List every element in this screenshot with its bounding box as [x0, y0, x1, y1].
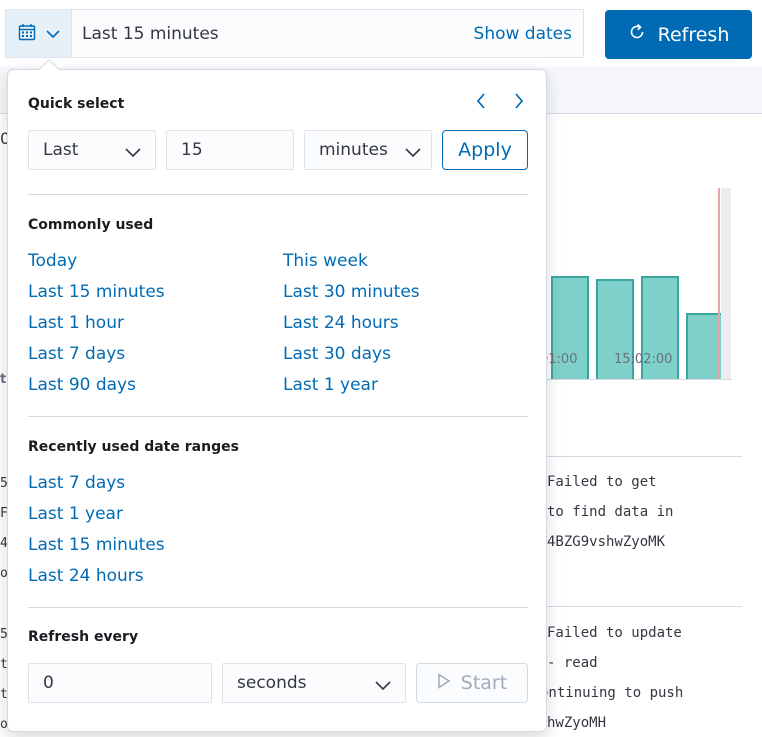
- calendar-icon: [18, 23, 36, 45]
- x-axis-line: [540, 379, 732, 380]
- refresh-every-title: Refresh every: [28, 629, 139, 645]
- start-button-label: Start: [460, 672, 508, 694]
- refresh-button[interactable]: Refresh: [605, 10, 752, 59]
- chevron-down-icon: [45, 24, 60, 43]
- current-time-shade: [721, 188, 731, 380]
- tense-select[interactable]: Last: [28, 130, 156, 170]
- common-range-link[interactable]: Last 30 days: [283, 344, 391, 364]
- background-label-fragment: t: [0, 372, 7, 387]
- common-range-link[interactable]: Last 7 days: [28, 344, 126, 364]
- common-range-link[interactable]: Today: [28, 251, 78, 271]
- log-text: Failed to get: [547, 474, 657, 490]
- common-range-link[interactable]: Last 24 hours: [283, 313, 399, 333]
- refresh-button-label: Refresh: [657, 23, 730, 46]
- previous-range-button[interactable]: [472, 92, 490, 114]
- chevron-down-icon: [399, 143, 421, 163]
- histogram-bar[interactable]: [686, 313, 724, 380]
- common-range-link[interactable]: Last 90 days: [28, 375, 136, 395]
- refresh-unit-select[interactable]: seconds: [222, 663, 406, 703]
- log-text: ontinuing to push: [540, 685, 684, 701]
- date-range-text[interactable]: Last 15 minutes: [82, 23, 219, 44]
- log-edge-text: o: [0, 717, 8, 732]
- recent-range-link[interactable]: Last 15 minutes: [28, 535, 165, 555]
- next-range-button[interactable]: [510, 92, 528, 114]
- histogram-chart: 01:00 15:02:00: [540, 180, 762, 380]
- chevron-down-icon: [375, 676, 391, 696]
- log-text: to find data in: [547, 504, 674, 520]
- play-icon: [437, 672, 451, 694]
- show-dates-link[interactable]: Show dates: [473, 23, 572, 44]
- unit-select[interactable]: minutes: [304, 130, 432, 170]
- common-range-link[interactable]: Last 1 hour: [28, 313, 124, 333]
- quick-select-title: Quick select: [28, 96, 125, 112]
- section-divider: [28, 607, 528, 608]
- x-tick-label: 15:02:00: [614, 352, 673, 367]
- refresh-interval-input[interactable]: 0: [28, 663, 212, 703]
- current-time-marker: [718, 188, 720, 380]
- recently-used-title: Recently used date ranges: [28, 439, 239, 455]
- log-edge-text: 4: [0, 536, 8, 551]
- date-picker: Last 15 minutes Show dates: [5, 9, 584, 58]
- document-divider: [540, 456, 742, 457]
- histogram-bar[interactable]: [641, 276, 679, 380]
- common-range-link[interactable]: Last 1 year: [283, 375, 378, 395]
- recent-range-link[interactable]: Last 1 year: [28, 504, 123, 524]
- x-tick-label: 01:00: [540, 352, 578, 367]
- refresh-unit-value: seconds: [237, 673, 307, 693]
- popover-arrow: [39, 59, 59, 79]
- chevron-left-icon: [476, 93, 486, 113]
- log-text: - read: [547, 655, 598, 671]
- chevron-down-icon: [125, 143, 141, 163]
- log-edge-text: t: [0, 687, 8, 702]
- common-range-link[interactable]: This week: [283, 251, 368, 271]
- chevron-right-icon: [514, 93, 524, 113]
- recent-range-link[interactable]: Last 7 days: [28, 473, 126, 493]
- log-text: hwZyoMH: [547, 715, 607, 731]
- background-hits-fragment: 0: [0, 129, 11, 148]
- document-divider: [540, 606, 742, 607]
- section-divider: [28, 416, 528, 417]
- range-step-controls: [472, 92, 528, 114]
- log-edge-text: o: [0, 566, 8, 581]
- quantity-input[interactable]: 15: [166, 130, 294, 170]
- common-range-link[interactable]: Last 15 minutes: [28, 282, 165, 302]
- start-refresh-button[interactable]: Start: [416, 663, 528, 703]
- recent-range-link[interactable]: Last 24 hours: [28, 566, 144, 586]
- log-edge-text: t: [0, 657, 8, 672]
- histogram-bar[interactable]: [596, 279, 634, 380]
- log-edge-text: 5: [0, 627, 8, 642]
- log-text: Failed to update: [547, 625, 682, 641]
- quick-select-popover: Quick select Last 15 minutes: [7, 59, 547, 732]
- unit-select-value: minutes: [319, 140, 388, 160]
- quick-select-toggle[interactable]: [6, 10, 72, 57]
- histogram-bar[interactable]: [551, 276, 589, 380]
- common-range-link[interactable]: Last 30 minutes: [283, 282, 420, 302]
- log-text: 4BZG9vshwZyoMK: [547, 534, 666, 550]
- section-divider: [28, 194, 528, 195]
- refresh-icon: [628, 23, 646, 46]
- apply-button[interactable]: Apply: [442, 130, 528, 170]
- tense-select-value: Last: [43, 140, 79, 160]
- log-edge-text: 5: [0, 476, 8, 491]
- commonly-used-title: Commonly used: [28, 217, 154, 233]
